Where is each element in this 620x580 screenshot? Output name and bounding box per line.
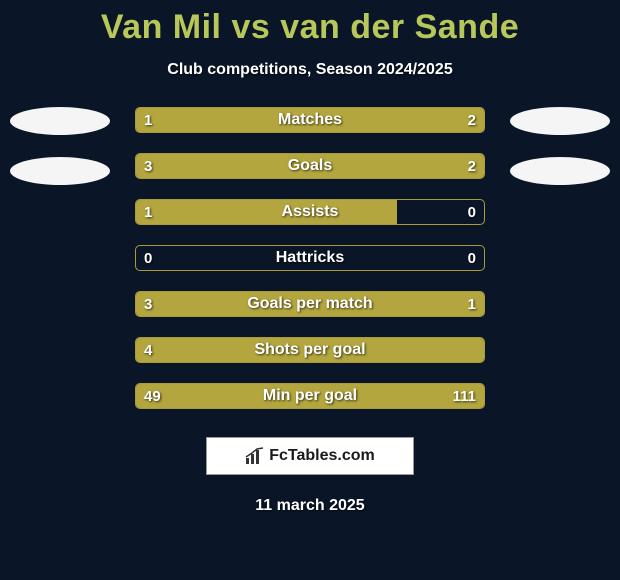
avatar-placeholder — [510, 107, 610, 135]
stat-row: 4Shots per goal — [135, 337, 485, 363]
stat-row: 49Min per goal111 — [135, 383, 485, 409]
stat-label: Hattricks — [136, 246, 484, 270]
stat-label: Goals — [136, 154, 484, 178]
logo-text: FcTables.com — [269, 447, 375, 465]
player-right-avatars — [510, 107, 610, 185]
page-title: Van Mil vs van der Sande — [0, 0, 620, 47]
player-left-avatars — [10, 107, 110, 185]
avatar-placeholder — [10, 107, 110, 135]
stat-label: Min per goal — [136, 384, 484, 408]
avatar-placeholder — [10, 157, 110, 185]
stat-label: Matches — [136, 108, 484, 132]
chart-icon — [245, 447, 265, 465]
stat-value-right: 2 — [468, 154, 476, 178]
stat-value-right: 0 — [468, 246, 476, 270]
stat-label: Assists — [136, 200, 484, 224]
stat-label: Goals per match — [136, 292, 484, 316]
stat-value-right: 0 — [468, 200, 476, 224]
stat-value-right: 1 — [468, 292, 476, 316]
comparison-area: 1Matches23Goals21Assists00Hattricks03Goa… — [0, 107, 620, 409]
stat-row: 3Goals2 — [135, 153, 485, 179]
fctables-logo: FcTables.com — [206, 437, 414, 475]
stat-row: 1Matches2 — [135, 107, 485, 133]
stat-row: 1Assists0 — [135, 199, 485, 225]
stat-value-right: 111 — [453, 384, 476, 408]
stat-label: Shots per goal — [136, 338, 484, 362]
stat-value-right: 2 — [468, 108, 476, 132]
stat-row: 3Goals per match1 — [135, 291, 485, 317]
avatar-placeholder — [510, 157, 610, 185]
stat-bars: 1Matches23Goals21Assists00Hattricks03Goa… — [135, 107, 485, 409]
stat-row: 0Hattricks0 — [135, 245, 485, 271]
date-label: 11 march 2025 — [0, 497, 620, 515]
subtitle: Club competitions, Season 2024/2025 — [0, 61, 620, 79]
